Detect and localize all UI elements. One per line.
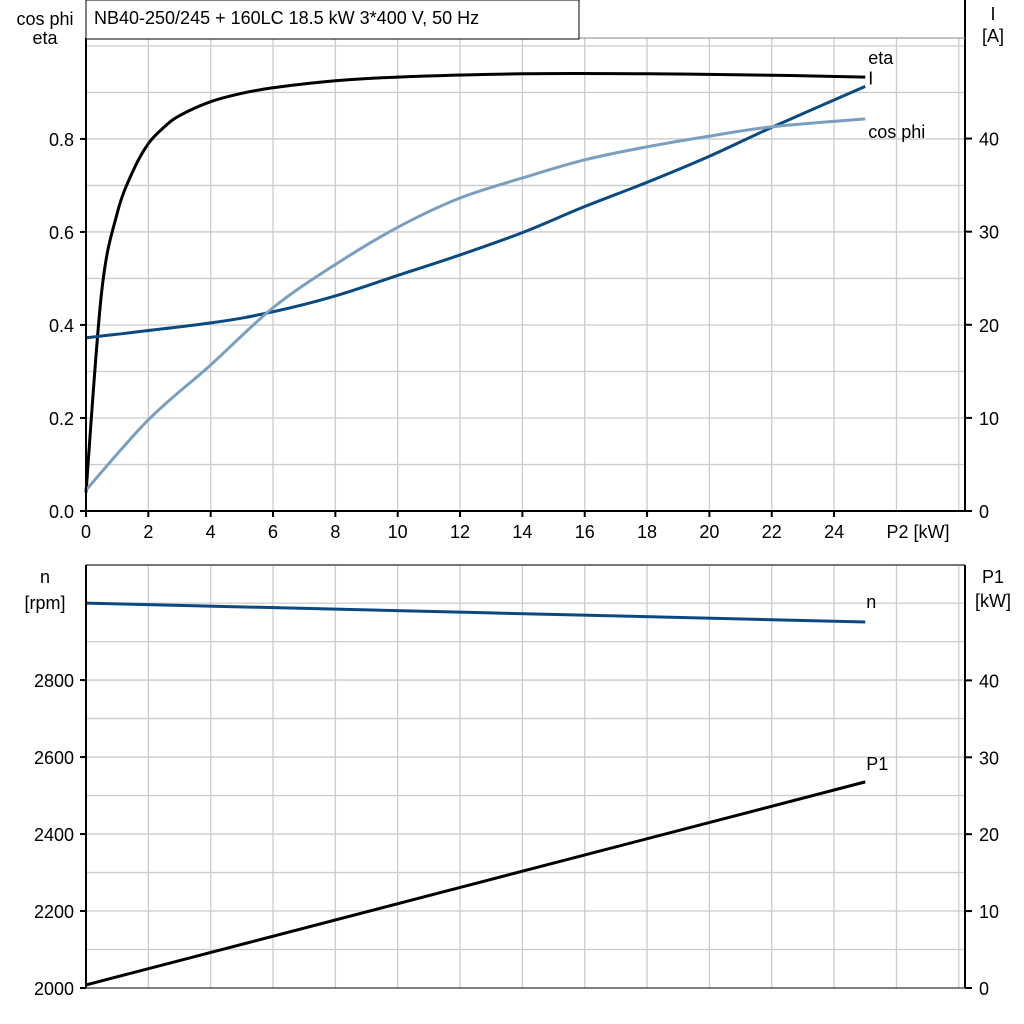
series-line-cos-phi [84, 117, 866, 492]
chart-title: NB40-250/245 + 160LC 18.5 kW 3*400 V, 50… [94, 8, 479, 28]
y-tick-label-left: 0.4 [49, 316, 74, 336]
y-axis-label-right: I [990, 4, 995, 24]
y-tick-label-right: 0 [979, 979, 989, 999]
x-tick-label: 0 [81, 522, 91, 542]
y-tick-label-left: 2400 [34, 825, 74, 845]
y-axis-label-left: n [40, 567, 50, 587]
y-tick-label-left: 0.2 [49, 409, 74, 429]
y-tick-label-right: 40 [979, 130, 999, 150]
series-label-n: n [866, 592, 876, 612]
x-tick-label: 8 [330, 522, 340, 542]
bottom-series [85, 601, 866, 987]
top-grid [86, 38, 965, 511]
series-line-P1 [85, 780, 866, 987]
x-tick-label: 22 [762, 522, 782, 542]
series-label-P1: P1 [866, 754, 888, 774]
top-series [84, 72, 866, 493]
y-axis-label-left-unit: [rpm] [24, 593, 65, 613]
x-axis-label: P2 [kW] [886, 522, 949, 542]
title-box [85, 0, 580, 40]
x-tick-label: 10 [388, 522, 408, 542]
y-tick-label-right: 20 [979, 316, 999, 336]
x-tick-label: 18 [637, 522, 657, 542]
x-tick-label: 20 [699, 522, 719, 542]
x-tick-label: 4 [206, 522, 216, 542]
y-tick-label-left: 0.6 [49, 223, 74, 243]
x-tick-label: 12 [450, 522, 470, 542]
y-tick-label-left: 0.8 [49, 130, 74, 150]
y-tick-label-right: 20 [979, 825, 999, 845]
x-tick-label: 2 [143, 522, 153, 542]
series-label-cos-phi: cos phi [868, 122, 925, 142]
y-axis-label-right-unit: [A] [982, 26, 1004, 46]
x-tick-label: 24 [824, 522, 844, 542]
y-tick-label-right: 10 [979, 409, 999, 429]
y-axis-label-right-unit: [kW] [975, 591, 1011, 611]
series-line-I [85, 85, 866, 340]
series-label-I: I [868, 68, 873, 88]
y-tick-label-left: 2800 [34, 671, 74, 691]
y-tick-label-right: 30 [979, 748, 999, 768]
x-tick-label: 6 [268, 522, 278, 542]
series-line-n [85, 601, 866, 624]
y-axis-label-right: P1 [982, 567, 1004, 587]
y-axis-label-left: cos phi [16, 9, 73, 29]
x-tick-label: 14 [512, 522, 532, 542]
series-line-eta [84, 72, 866, 493]
y-tick-label-left: 2600 [34, 748, 74, 768]
y-tick-label-right: 0 [979, 502, 989, 522]
series-label-eta: eta [868, 48, 894, 68]
y-tick-label-right: 30 [979, 223, 999, 243]
y-tick-label-left: 0.0 [49, 502, 74, 522]
axes [80, 0, 972, 989]
y-tick-label-right: 10 [979, 902, 999, 922]
x-tick-label: 16 [575, 522, 595, 542]
y-axis-label-left-unit: eta [32, 28, 58, 48]
y-tick-label-left: 2000 [34, 979, 74, 999]
bottom-grid [86, 565, 965, 988]
y-tick-label-right: 40 [979, 671, 999, 691]
y-tick-label-left: 2200 [34, 902, 74, 922]
